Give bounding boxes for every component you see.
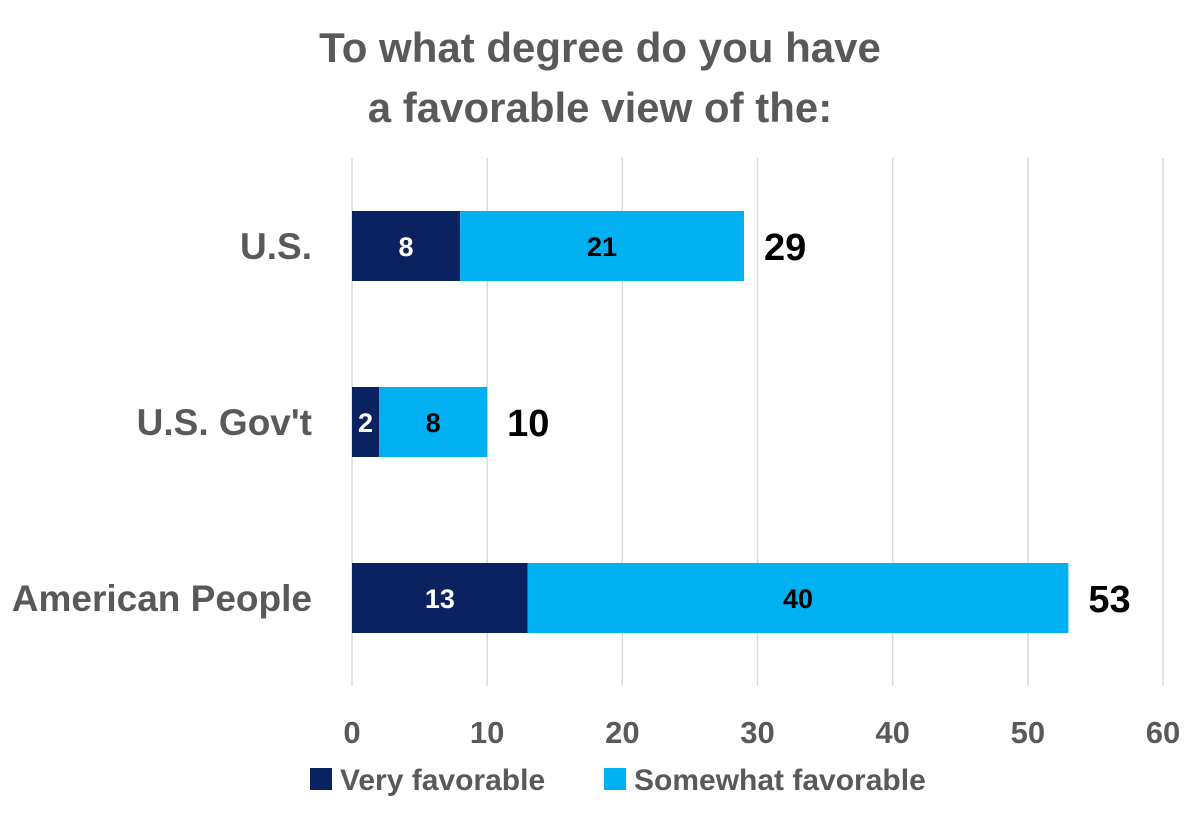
bar-data-label: 40 [783,584,813,614]
chart-title-line: To what degree do you have [319,24,881,71]
category-label: U.S. [240,226,312,267]
category-label: American People [12,578,312,619]
legend-label: Very favorable [340,764,545,797]
bar-data-label: 8 [399,232,414,262]
bar-segment [379,387,488,457]
bar-segment [527,563,1069,633]
total-label: 29 [764,227,806,269]
x-axis-tick-labels: 0 10 20 30 40 50 60 [343,715,1180,750]
x-tick-label: 20 [605,715,639,750]
chart-title: To what degree do you have a favorable vi… [319,24,881,131]
data-labels: 8 21 2 8 13 40 [358,232,813,614]
category-labels: U.S. U.S. Gov't American People [12,226,312,619]
x-tick-label: 40 [875,715,909,750]
x-tick-label: 60 [1146,715,1180,750]
bar-data-label: 8 [426,408,441,438]
legend: Very favorable Somewhat favorable [310,764,926,797]
total-labels: 29 10 53 [507,227,1130,621]
bar-segment [352,211,461,281]
bar-segment [460,211,744,281]
x-tick-label: 30 [740,715,774,750]
legend-label: Somewhat favorable [634,764,926,797]
total-label: 10 [507,403,549,445]
legend-swatch [310,768,332,790]
x-tick-label: 0 [343,715,360,750]
bar-segment [352,387,380,457]
bar-segment [352,563,528,633]
x-tick-label: 50 [1011,715,1045,750]
chart-title-line: a favorable view of the: [368,84,832,131]
bars [352,211,1069,633]
legend-swatch [604,768,626,790]
total-label: 53 [1088,579,1130,621]
category-label: U.S. Gov't [137,402,312,443]
bar-data-label: 21 [587,232,617,262]
x-tick-label: 10 [470,715,504,750]
bar-data-label: 13 [425,584,455,614]
bar-data-label: 2 [358,408,373,438]
